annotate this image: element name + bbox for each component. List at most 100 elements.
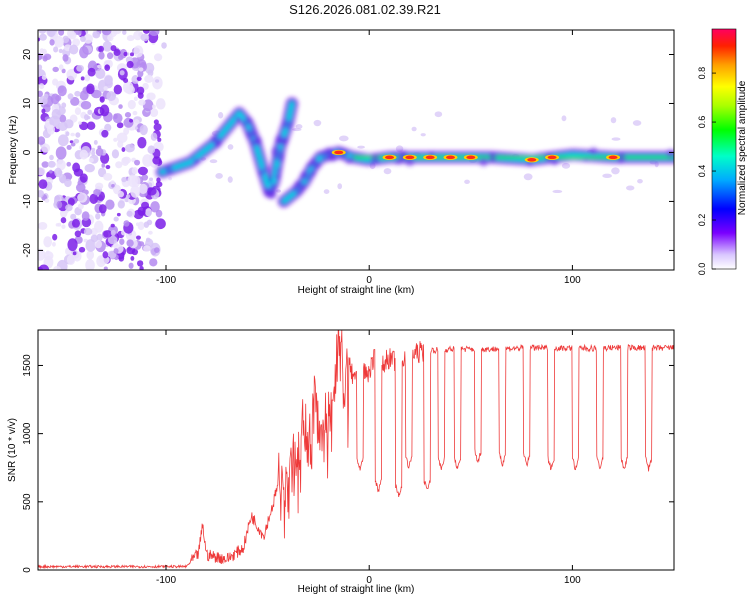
- noise-blob: [78, 246, 86, 253]
- x-tick-label: -100: [156, 275, 176, 286]
- noise-blob: [79, 90, 89, 101]
- noise-blob: [59, 176, 66, 184]
- noise-blob: [71, 218, 80, 228]
- peak-markers: [331, 149, 621, 163]
- ridge-speckle: [274, 173, 282, 180]
- noise-blob: [61, 224, 66, 229]
- noise-blob: [84, 74, 91, 82]
- noise-blob: [136, 235, 141, 240]
- noise-blob: [149, 30, 160, 37]
- noise-blob: [95, 147, 104, 157]
- noise-blob: [113, 84, 123, 95]
- noise-blob: [611, 167, 620, 175]
- colorbar-tick-label: 0.2: [697, 214, 707, 227]
- noise-blob: [151, 104, 156, 109]
- peak-marker: [547, 155, 557, 160]
- noise-blob: [38, 96, 48, 106]
- ridge-speckle: [277, 138, 285, 145]
- noise-blob: [90, 227, 98, 236]
- colorbar-scale: [712, 29, 736, 269]
- ridge-speckle: [235, 116, 241, 122]
- noise-blob: [55, 146, 67, 160]
- noise-blob: [80, 76, 85, 81]
- noise-blob: [602, 173, 612, 178]
- noise-blob: [144, 74, 154, 83]
- ridge-speckle: [394, 158, 402, 165]
- x-tick-label: 0: [366, 575, 372, 586]
- noise-blob: [72, 251, 77, 256]
- noise-blob: [118, 54, 124, 60]
- noise-blob: [116, 132, 128, 144]
- ridge-signal: [155, 97, 674, 208]
- noise-blob: [464, 179, 470, 185]
- colorbar-tick-label: 0.0: [697, 263, 707, 276]
- noise-blob: [215, 173, 223, 179]
- noise-blob: [123, 127, 130, 135]
- colorbar-tick-label: 0.6: [697, 116, 707, 129]
- noise-blob: [323, 189, 330, 194]
- noise-blob: [136, 260, 144, 267]
- noise-blob: [383, 168, 392, 175]
- noise-blob: [105, 199, 115, 210]
- noise-blob: [523, 173, 533, 181]
- ridge-speckle: [263, 166, 268, 172]
- noise-blob: [72, 162, 81, 173]
- noise-blob: [61, 68, 66, 74]
- colorbar-tick-label: 0.4: [697, 165, 707, 178]
- snr-ylabel: SNR (10 * v/v): [7, 418, 18, 482]
- noise-blob: [106, 91, 116, 102]
- noise-blob: [77, 192, 88, 203]
- noise-blob: [138, 99, 146, 106]
- noise-blob: [128, 262, 134, 269]
- noise-blob: [632, 120, 642, 126]
- noise-blob: [38, 266, 43, 270]
- ridge-speckle: [583, 157, 589, 162]
- noise-blob: [152, 156, 162, 165]
- noise-blob: [155, 218, 166, 230]
- noise-blob: [153, 123, 162, 131]
- ridge-speckle: [269, 183, 277, 190]
- noise-blob: [123, 51, 128, 57]
- ridge-speckle: [164, 165, 173, 174]
- noise-blob: [89, 193, 99, 205]
- noise-blob: [139, 124, 148, 136]
- noise-blob: [52, 66, 59, 73]
- x-tick-label: -100: [156, 575, 176, 586]
- noise-blob: [107, 235, 118, 245]
- ridge-speckle: [479, 157, 489, 167]
- colorbar-label: Normalized spectral amplitude: [737, 80, 748, 215]
- y-tick-label: 1000: [22, 422, 33, 445]
- noise-blob: [41, 74, 47, 80]
- spectrogram-frame: [37, 29, 675, 271]
- noise-blob: [119, 238, 125, 246]
- noise-blob: [138, 67, 144, 72]
- noise-blob: [41, 161, 49, 168]
- y-tick-label: -20: [22, 243, 33, 258]
- noise-blob: [131, 175, 141, 188]
- noise-blob: [104, 75, 113, 86]
- noise-blob: [70, 132, 75, 137]
- noise-blob: [52, 241, 56, 247]
- noise-blob: [62, 35, 70, 44]
- noise-blob: [66, 68, 78, 81]
- ridge-speckle: [309, 169, 317, 177]
- ridge-speckle: [275, 167, 281, 173]
- noise-blob: [94, 182, 104, 190]
- noise-blob: [143, 221, 150, 228]
- noise-blob: [133, 30, 143, 41]
- noise-blob: [136, 86, 145, 95]
- noise-blob: [113, 137, 118, 142]
- noise-blob: [102, 40, 113, 52]
- noise-blob: [134, 159, 141, 166]
- noise-blob: [552, 189, 563, 194]
- ridge-speckle: [306, 163, 312, 169]
- ridge-speckle: [294, 181, 299, 186]
- noise-blob: [106, 52, 114, 60]
- noise-blob: [67, 93, 74, 100]
- noise-blob: [101, 129, 109, 138]
- noise-blob: [132, 110, 138, 116]
- noise-blob: [95, 213, 101, 220]
